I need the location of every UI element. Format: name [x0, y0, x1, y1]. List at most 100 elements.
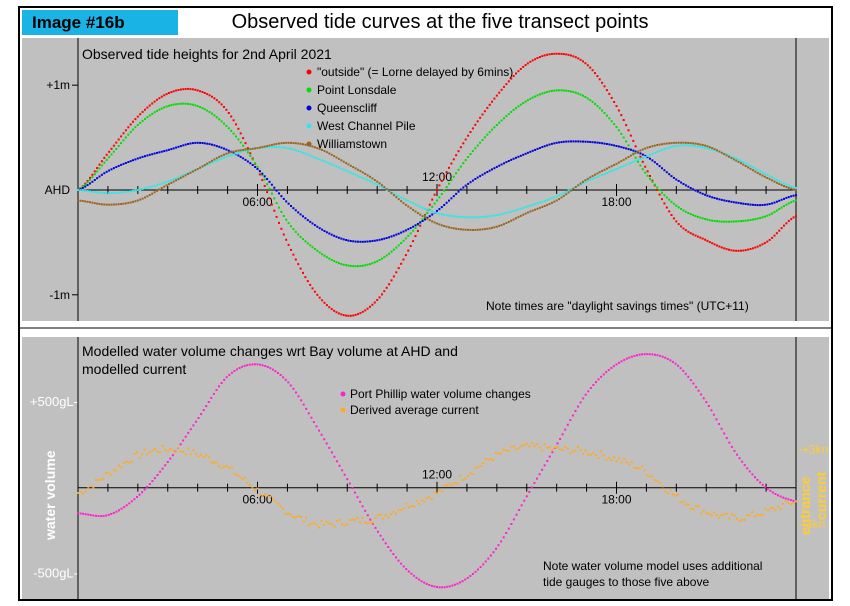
tide-point [373, 301, 376, 304]
tide-point [464, 216, 467, 219]
tide-point [433, 193, 436, 196]
tide-point [443, 175, 446, 178]
tide-point [354, 313, 357, 316]
tide-point [328, 257, 331, 260]
tide-point [115, 203, 118, 206]
tide-point [730, 249, 733, 252]
tide-point [136, 189, 139, 191]
tide-point [684, 144, 687, 147]
volume-point [330, 451, 333, 454]
tide-point [462, 216, 465, 219]
tide-point [555, 52, 558, 55]
current-point [253, 489, 256, 492]
volume-point [559, 437, 562, 440]
tide-point [651, 145, 654, 148]
volume-point [146, 485, 149, 488]
current-point [425, 496, 428, 499]
tide-point [500, 213, 503, 216]
volume-point [425, 582, 428, 585]
tide-point [364, 240, 367, 243]
volume-point [538, 473, 541, 476]
current-point [641, 465, 644, 468]
tide-point [579, 182, 582, 185]
tide-point [266, 191, 269, 194]
volume-point [548, 455, 551, 458]
tide-point [93, 191, 96, 193]
tide-point [668, 173, 671, 176]
current-point [438, 488, 441, 491]
tide-point [392, 192, 395, 195]
tide-point [754, 204, 757, 206]
tide-point [577, 184, 580, 187]
tide-point [536, 57, 539, 59]
tide-point [349, 164, 352, 167]
tide-point [471, 229, 474, 231]
tide-point [388, 283, 391, 286]
tide-point [608, 166, 611, 169]
tide-point [457, 190, 460, 193]
tide-point [84, 189, 87, 192]
volume-point [284, 378, 287, 381]
volume-point [233, 370, 236, 372]
bottom-y2-tick-label: --3kn [798, 517, 825, 531]
current-point [192, 449, 195, 452]
tide-point [481, 113, 484, 116]
page-title: Observed tide curves at the five transec… [231, 11, 649, 33]
tide-point [684, 141, 687, 144]
tide-point [426, 216, 429, 219]
tide-point [165, 184, 168, 187]
current-point [343, 524, 346, 527]
tide-point [390, 279, 393, 282]
volume-point [566, 423, 569, 426]
tide-point [704, 146, 707, 149]
current-point [82, 492, 85, 495]
tide-point [239, 155, 242, 158]
tide-point [428, 215, 431, 218]
tide-point [371, 181, 374, 184]
tide-point [98, 167, 101, 170]
tide-point [129, 201, 132, 204]
tide-point [601, 173, 604, 176]
volume-point [497, 544, 500, 547]
tide-point [522, 206, 525, 209]
tide-point [570, 90, 572, 93]
volume-point [418, 578, 421, 581]
tide-point [483, 136, 486, 139]
tide-point [285, 218, 288, 221]
top-legend: "outside" (= Lorne delayed by 6mins)Poin… [306, 65, 513, 151]
tide-point [297, 150, 300, 152]
tide-point [402, 258, 405, 261]
tide-point [340, 167, 343, 170]
tide-point [677, 141, 680, 144]
tide-point [139, 188, 142, 191]
tide-point [699, 145, 702, 148]
tide-point [740, 220, 742, 223]
volume-point [764, 486, 767, 488]
current-point [479, 465, 482, 467]
tide-point [160, 95, 163, 98]
tide-point [313, 146, 316, 149]
tide-point [266, 146, 269, 149]
volume-point [730, 445, 733, 448]
tide-point [476, 120, 479, 123]
tide-point [512, 218, 515, 221]
current-point [684, 503, 687, 506]
tide-point [141, 110, 144, 113]
volume-point [541, 468, 544, 471]
tide-point [723, 153, 726, 156]
tide-point [381, 257, 383, 260]
bottom-legend: Port Phillip water volume changesDerived… [340, 387, 531, 417]
current-point [561, 449, 564, 452]
current-point [143, 448, 146, 451]
current-point [77, 492, 79, 494]
tide-point [517, 70, 520, 73]
tide-point [773, 201, 776, 204]
tide-point [505, 161, 508, 164]
current-point [100, 478, 103, 481]
tide-point [759, 204, 762, 207]
tide-point [213, 160, 216, 163]
volume-point [392, 553, 395, 556]
tide-point [495, 124, 498, 126]
current-point [720, 514, 723, 517]
tide-point [249, 162, 252, 165]
